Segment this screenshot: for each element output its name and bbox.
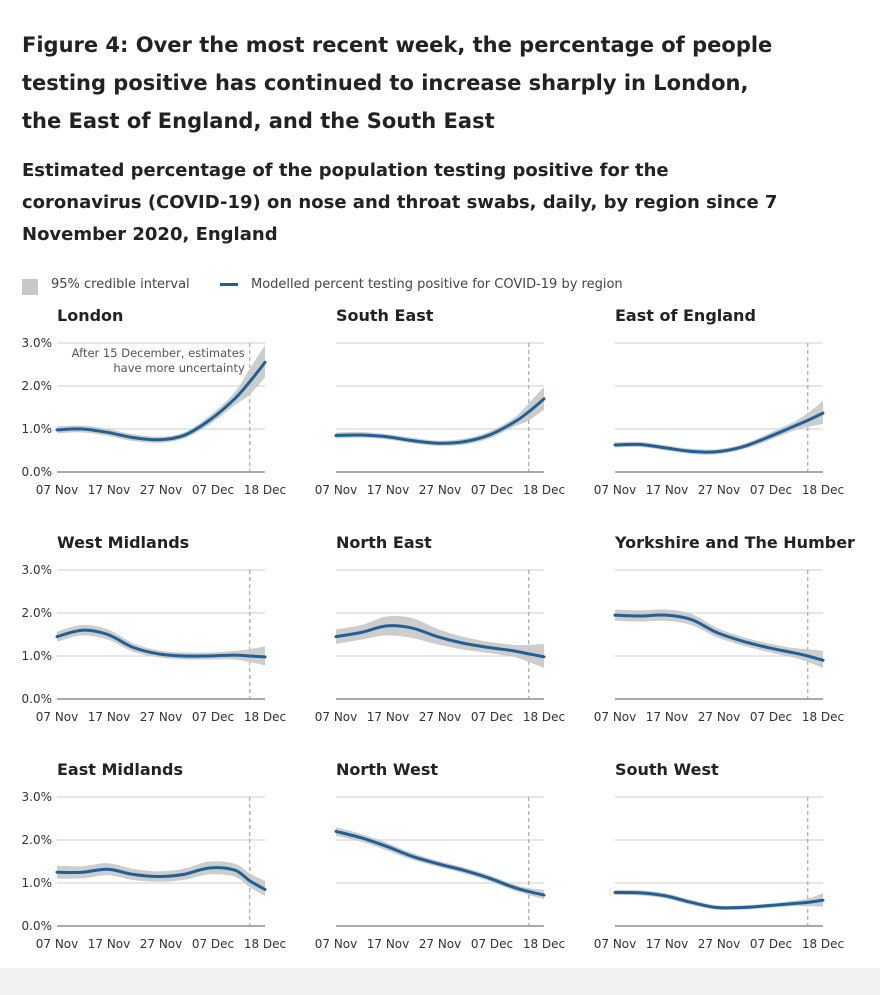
annotation-text: After 15 December, estimates — [72, 346, 245, 360]
x-tick-label: 07 Nov — [315, 937, 358, 951]
model-line — [55, 628, 267, 659]
y-tick-label: 2.0% — [22, 379, 53, 393]
x-tick-label: 07 Dec — [471, 483, 513, 497]
x-tick-label: 07 Nov — [36, 483, 79, 497]
model-line — [613, 411, 825, 454]
footer-bar — [0, 968, 880, 995]
x-tick-label: 27 Nov — [698, 483, 741, 497]
region-panel: South East 07 Nov 17 Nov 27 Nov 07 Dec 18 Dec — [315, 306, 565, 497]
figure-title: Figure 4: Over the most recent week, the… — [22, 33, 773, 133]
x-tick-label: 07 Dec — [192, 710, 234, 724]
x-tick-label: 18 Dec — [244, 710, 286, 724]
credible-interval-band — [336, 615, 544, 669]
x-tick-label: 17 Nov — [88, 483, 131, 497]
x-tick-label: 27 Nov — [698, 710, 741, 724]
x-tick-label: 07 Nov — [36, 937, 79, 951]
x-tick-label: 07 Dec — [471, 710, 513, 724]
x-tick-label: 18 Dec — [244, 937, 286, 951]
x-tick-label: 07 Dec — [471, 937, 513, 951]
y-tick-label: 0.0% — [22, 919, 53, 933]
model-line-label: Modelled percent testing positive for CO… — [251, 277, 623, 292]
region-panel: East Midlands 0.0% 1.0% 2.0% 3.0% 07 Nov 17 No… — [22, 760, 287, 951]
region-panel: North West 07 Nov 17 Nov 27 Nov 07 Dec 18 Dec — [315, 760, 565, 951]
y-tick-label: 1.0% — [22, 422, 53, 436]
region-panel: North East 07 Nov 17 Nov 27 Nov 07 Dec 18 Dec — [315, 533, 565, 724]
panel-title: East of England — [615, 306, 756, 325]
x-tick-label: 07 Nov — [594, 937, 637, 951]
model-line — [55, 866, 267, 891]
panel-title: North West — [336, 760, 438, 779]
model-line — [613, 890, 825, 910]
model-line — [334, 624, 546, 659]
x-tick-label: 18 Dec — [523, 710, 565, 724]
x-tick-label: 17 Nov — [88, 710, 131, 724]
y-tick-label: 2.0% — [22, 833, 53, 847]
x-tick-label: 27 Nov — [698, 937, 741, 951]
panel-title: South East — [336, 306, 434, 325]
x-tick-label: 27 Nov — [419, 937, 462, 951]
x-tick-label: 18 Dec — [523, 483, 565, 497]
x-tick-label: 27 Nov — [140, 483, 183, 497]
y-tick-label: 3.0% — [22, 563, 53, 577]
x-tick-label: 27 Nov — [419, 710, 462, 724]
panel-title: North East — [336, 533, 432, 552]
panel-title: South West — [615, 760, 719, 779]
region-panel: East of England 07 Nov 17 Nov 27 Nov 07 Dec 1… — [594, 306, 844, 497]
x-tick-label: 07 Nov — [594, 483, 637, 497]
y-tick-label: 3.0% — [22, 790, 53, 804]
x-tick-label: 07 Dec — [192, 937, 234, 951]
model-line — [334, 829, 546, 897]
panel-title: Yorkshire and The Humber — [614, 533, 855, 552]
x-tick-label: 17 Nov — [367, 937, 410, 951]
x-tick-label: 17 Nov — [646, 710, 689, 724]
x-tick-label: 17 Nov — [367, 483, 410, 497]
credible-interval-band — [336, 386, 544, 446]
credible-interval-swatch — [22, 279, 38, 295]
y-tick-label: 0.0% — [22, 692, 53, 706]
x-tick-label: 27 Nov — [419, 483, 462, 497]
x-tick-label: 07 Nov — [315, 710, 358, 724]
x-tick-label: 07 Nov — [594, 710, 637, 724]
x-tick-label: 07 Dec — [750, 483, 792, 497]
region-panel: South West 07 Nov 17 Nov 27 Nov 07 Dec 18 Dec — [594, 760, 844, 951]
y-tick-label: 0.0% — [22, 465, 53, 479]
x-tick-label: 18 Dec — [802, 483, 844, 497]
credible-interval-band — [615, 609, 823, 669]
model-line — [334, 397, 546, 445]
x-tick-label: 17 Nov — [367, 710, 410, 724]
x-tick-label: 17 Nov — [646, 483, 689, 497]
credible-interval-band — [57, 861, 265, 896]
x-tick-label: 07 Dec — [750, 937, 792, 951]
x-tick-label: 18 Dec — [244, 483, 286, 497]
x-tick-label: 17 Nov — [646, 937, 689, 951]
figure-subtitle: Estimated percentage of the population t… — [22, 160, 778, 245]
model-line — [613, 613, 825, 662]
x-tick-label: 07 Nov — [315, 483, 358, 497]
region-panel: Yorkshire and The Humber 07 Nov 17 Nov 27 N… — [594, 533, 855, 724]
x-tick-label: 27 Nov — [140, 937, 183, 951]
panel-title: West Midlands — [57, 533, 189, 552]
region-panel: London 0.0% 1.0% 2.0% 3.0% 07 Nov 17 Nov 27 Nov… — [22, 306, 287, 497]
model-line — [55, 360, 267, 442]
y-tick-label: 3.0% — [22, 336, 53, 350]
x-tick-label: 18 Dec — [523, 937, 565, 951]
x-tick-label: 27 Nov — [140, 710, 183, 724]
y-tick-label: 1.0% — [22, 649, 53, 663]
model-line-swatch — [220, 283, 238, 286]
x-tick-label: 07 Dec — [750, 710, 792, 724]
x-tick-label: 07 Dec — [192, 483, 234, 497]
region-panel: West Midlands 0.0% 1.0% 2.0% 3.0% 07 Nov 17 No… — [22, 533, 287, 724]
y-tick-label: 1.0% — [22, 876, 53, 890]
x-tick-label: 17 Nov — [88, 937, 131, 951]
credible-interval-label: 95% credible interval — [51, 277, 190, 292]
x-tick-label: 07 Nov — [36, 710, 79, 724]
annotation-text: have more uncertainty — [113, 361, 245, 375]
panel-title: East Midlands — [57, 760, 183, 779]
x-tick-label: 18 Dec — [802, 710, 844, 724]
panel-title: London — [57, 306, 123, 325]
x-tick-label: 18 Dec — [802, 937, 844, 951]
y-tick-label: 2.0% — [22, 606, 53, 620]
